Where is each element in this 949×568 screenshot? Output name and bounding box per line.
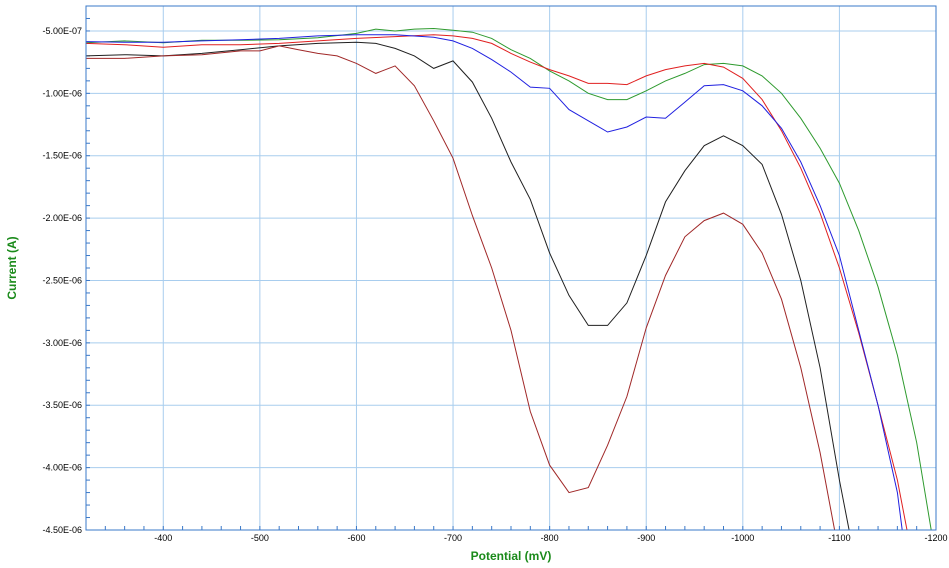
plot-frame	[85, 5, 937, 531]
x-tick-label: -600	[347, 533, 365, 543]
y-tick-label: -5.00E-07	[42, 26, 82, 36]
y-tick-label: -3.50E-06	[42, 400, 82, 410]
x-tick-label: -1000	[731, 533, 754, 543]
series-line-3	[85, 34, 903, 531]
y-tick-label: -2.50E-06	[42, 275, 82, 285]
y-axis-title: Current (A)	[5, 236, 19, 299]
series-line-1	[85, 27, 932, 531]
series-line-4	[85, 41, 850, 531]
y-tick-label: -1.50E-06	[42, 151, 82, 161]
x-tick-label: -1200	[924, 533, 947, 543]
y-tick-label: -4.00E-06	[42, 463, 82, 473]
y-tick-label: -4.50E-06	[42, 525, 82, 535]
x-tick-label: -500	[251, 533, 269, 543]
x-tick-label: -400	[154, 533, 172, 543]
y-tick-label: -3.00E-06	[42, 338, 82, 348]
x-tick-label: -900	[637, 533, 655, 543]
minor-ticks	[85, 5, 937, 531]
y-tick-label: -2.00E-06	[42, 213, 82, 223]
x-tick-labels: -400 -500 -600 -700 -800 -900 -1000 -1100 -1200	[154, 533, 947, 543]
y-tick-labels: -5.00E-07 -1.00E-06 -1.50E-06 -2.00E-06 -2.5…	[42, 26, 82, 535]
x-tick-label: -1100	[828, 533, 850, 543]
x-tick-label: -800	[541, 533, 559, 543]
x-axis-title: Potential (mV)	[471, 549, 552, 563]
series-line-2	[85, 34, 908, 531]
series-line-5	[86, 45, 836, 531]
series-lines	[85, 27, 932, 531]
y-tick-label: -1.00E-06	[42, 88, 82, 98]
x-tick-label: -700	[444, 533, 462, 543]
